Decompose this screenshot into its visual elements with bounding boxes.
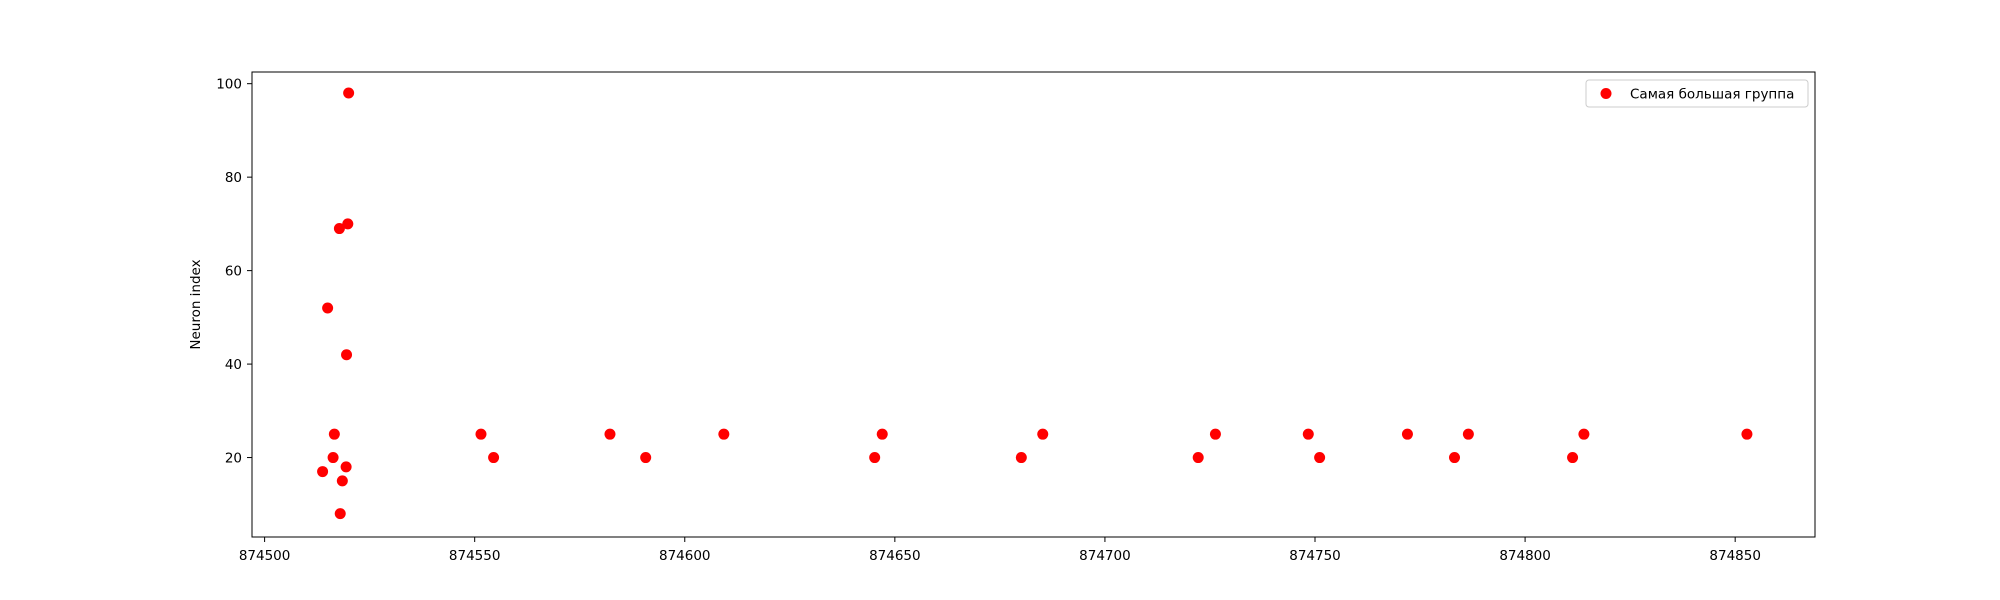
x-tick-label: 874550 <box>449 548 501 564</box>
data-point <box>1578 428 1590 440</box>
data-points <box>317 87 1753 520</box>
x-tick-label: 874650 <box>869 548 921 564</box>
plot-frame <box>251 71 1816 538</box>
y-tick-label: 60 <box>225 264 242 280</box>
data-point <box>488 452 500 464</box>
data-point <box>1302 428 1314 440</box>
x-tick-label: 874850 <box>1709 548 1761 564</box>
data-point <box>1015 452 1027 464</box>
data-point <box>343 87 355 99</box>
data-point <box>336 475 348 487</box>
data-point <box>1037 428 1049 440</box>
data-point <box>1401 428 1413 440</box>
data-point <box>328 428 340 440</box>
x-tick-label: 874500 <box>239 548 291 564</box>
data-point <box>869 452 881 464</box>
data-point <box>640 452 652 464</box>
data-point <box>340 461 352 473</box>
data-point <box>718 428 730 440</box>
y-axis-title: Neuron index <box>188 259 204 349</box>
y-tick-label: 100 <box>216 77 242 93</box>
data-point <box>475 428 487 440</box>
data-point <box>1314 452 1326 464</box>
legend: Самая большая группа <box>1585 79 1809 108</box>
data-point <box>334 508 346 520</box>
legend-box <box>1585 79 1809 108</box>
data-point <box>1741 428 1753 440</box>
axis-ticks: 874500 874550 874600 874650 874700 874750 8748… <box>216 77 1761 564</box>
legend-marker <box>1600 88 1612 99</box>
data-point <box>322 302 334 314</box>
data-point <box>1192 452 1204 464</box>
data-point <box>1462 428 1474 440</box>
y-tick-label: 20 <box>225 451 242 467</box>
x-tick-label: 874800 <box>1499 548 1551 564</box>
data-point <box>333 223 345 235</box>
data-point <box>876 428 888 440</box>
x-tick-label: 874750 <box>1289 548 1341 564</box>
x-tick-label: 874700 <box>1079 548 1131 564</box>
data-point <box>342 218 354 230</box>
data-point <box>341 349 353 361</box>
x-tick-label: 874600 <box>659 548 711 564</box>
data-point <box>604 428 616 440</box>
data-point <box>327 452 339 464</box>
data-point <box>317 466 329 478</box>
data-point <box>1209 428 1221 440</box>
data-point <box>1567 452 1579 464</box>
legend-label: Самая большая группа <box>1630 87 1794 103</box>
y-tick-label: 80 <box>225 170 242 186</box>
y-tick-label: 40 <box>225 357 242 373</box>
data-point <box>1449 452 1461 464</box>
